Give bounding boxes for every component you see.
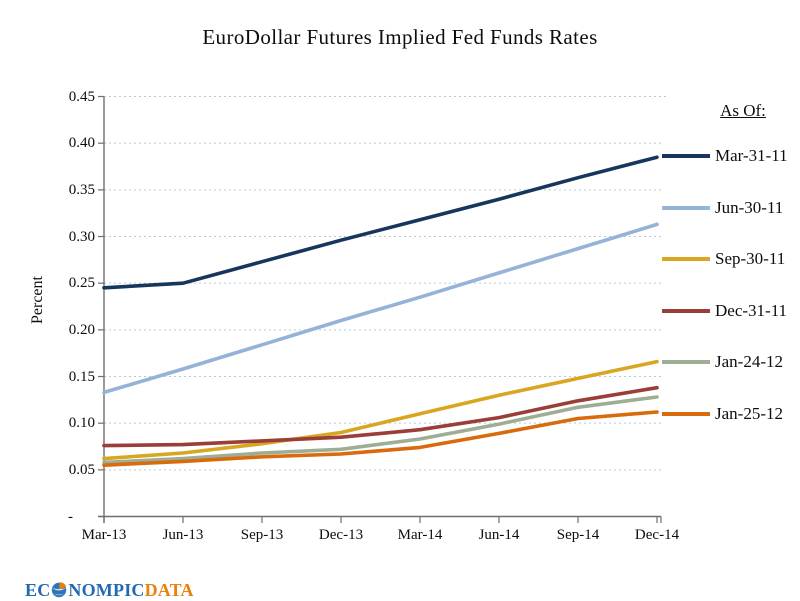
logo-text-data: DATA (144, 580, 194, 600)
series-line-sep-30-11 (102, 359, 659, 461)
y-tick-label: 0.05 (68, 461, 95, 478)
series-line-mar-31-11 (102, 155, 659, 290)
x-tick-label: Sep-13 (240, 527, 284, 543)
y-tick-label: 0.20 (68, 321, 95, 338)
legend-item-dec-31-11: Dec-31-11 (662, 301, 787, 321)
econompic-logo: EC NOMPICDATA (25, 581, 194, 599)
x-tick-label: Dec-14 (634, 527, 680, 543)
legend-label: Mar-31-11 (715, 146, 788, 165)
x-tick-label: Mar-14 (397, 527, 443, 543)
legend-label: Jan-24-12 (715, 352, 783, 371)
legend-label: Sep-30-11 (715, 249, 786, 268)
legend-item-sep-30-11: Sep-30-11 (662, 249, 785, 269)
legend-label: Jan-25-12 (715, 403, 783, 423)
legend-item-jun-30-11: Jun-30-11 (662, 198, 783, 218)
y-tick-label: 0.30 (68, 228, 95, 245)
y-tick-label: 0.35 (68, 181, 95, 198)
x-tick-label: Jun-13 (162, 527, 204, 543)
x-tick-label: Dec-13 (318, 527, 364, 543)
legend-item-jan-24-12: Jan-24-12 (662, 352, 783, 372)
legend-item-jan-25-12: Jan-25-12 (662, 404, 783, 424)
y-axis-title: Percent (29, 276, 46, 324)
x-tick-label: Mar-13 (81, 527, 127, 543)
y-tick-label: 0.10 (68, 415, 95, 432)
legend-swatch-icon (662, 154, 710, 158)
series-line-jan-25-12 (102, 410, 659, 468)
legend-item-mar-31-11: Mar-31-11 (662, 146, 788, 166)
logo-text-nompic: NOMPIC (68, 580, 145, 600)
y-tick-label: 0.40 (68, 135, 95, 152)
legend-label: Jun-30-11 (715, 197, 784, 217)
logo-text-ec: EC (25, 580, 51, 600)
y-tick-label: - (68, 508, 73, 525)
legend-swatch-icon (662, 411, 710, 416)
legend-swatch-icon (662, 205, 710, 210)
legend-label: Dec-31-11 (715, 300, 788, 320)
x-tick-label: Jun-14 (478, 527, 520, 543)
legend-swatch-icon (662, 308, 710, 313)
x-tick-label: Sep-14 (556, 527, 600, 543)
series-line-jan-24-12 (102, 395, 659, 465)
globe-icon (52, 582, 67, 598)
y-tick-label: 0.25 (68, 275, 95, 292)
y-tick-label: 0.45 (68, 88, 95, 105)
legend-swatch-icon (662, 360, 710, 364)
legend-title: As Of: (720, 101, 766, 120)
series-line-jun-30-11 (102, 222, 659, 395)
y-tick-label: 0.15 (68, 368, 95, 385)
legend-swatch-icon (662, 257, 710, 261)
series-line-dec-31-11 (102, 385, 659, 448)
chart-title: EuroDollar Futures Implied Fed Funds Rat… (202, 25, 598, 49)
